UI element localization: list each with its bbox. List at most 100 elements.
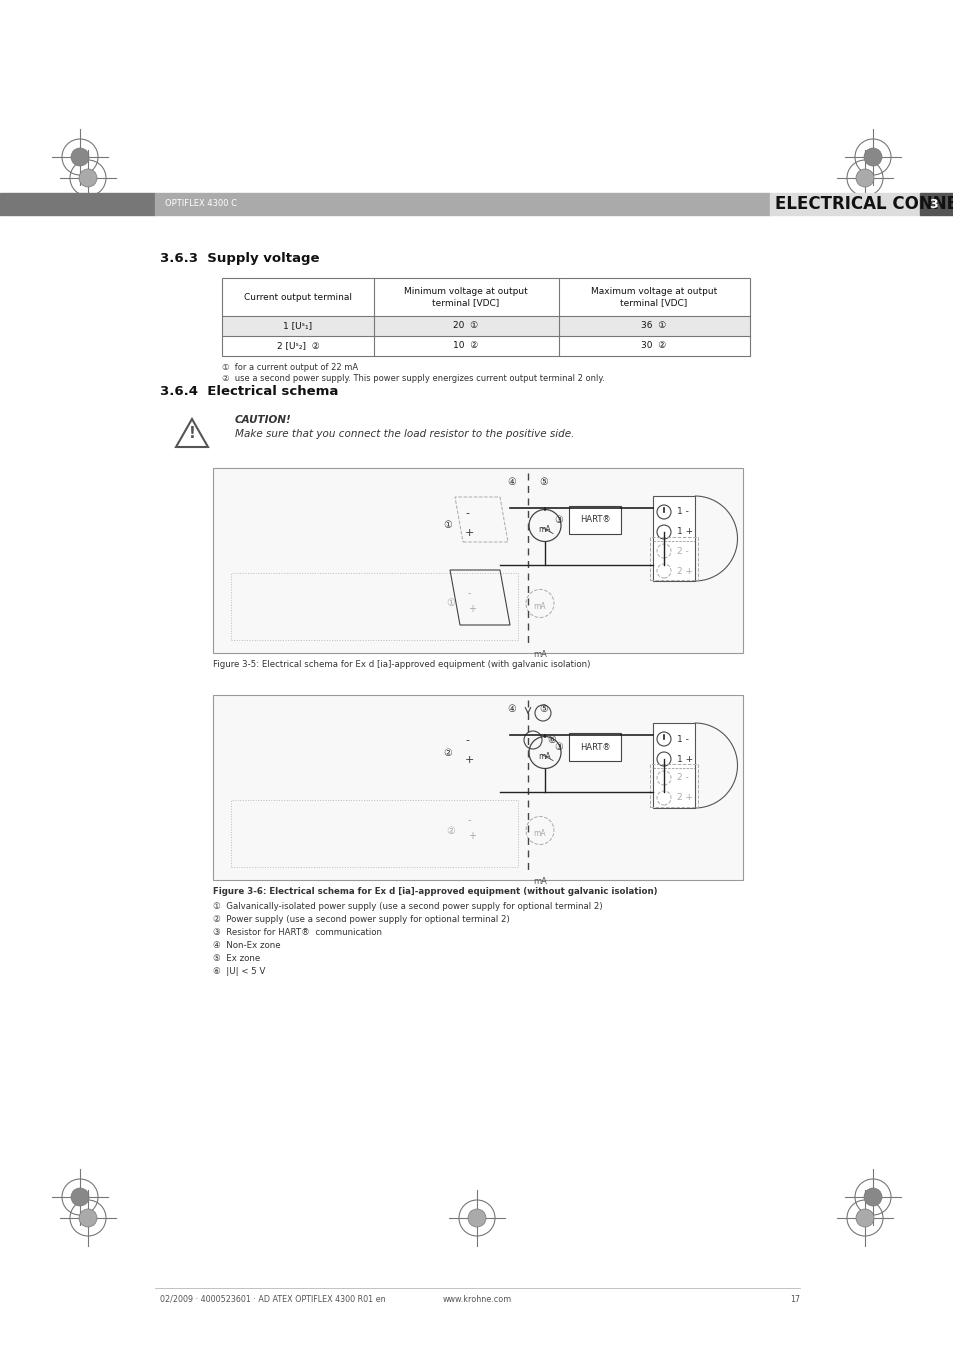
- Text: ②  Power supply (use a second power supply for optional terminal 2): ② Power supply (use a second power suppl…: [213, 915, 509, 923]
- Circle shape: [657, 564, 670, 578]
- Text: ①: ①: [443, 521, 452, 531]
- Text: www.krohne.com: www.krohne.com: [442, 1295, 511, 1304]
- Text: mA: mA: [538, 525, 551, 535]
- Text: Figure 3-6: Electrical schema for Ex d [ia]-approved equipment (without galvanic: Figure 3-6: Electrical schema for Ex d […: [213, 887, 657, 896]
- Text: ④: ④: [507, 477, 516, 487]
- Text: ⑤: ⑤: [539, 477, 548, 487]
- Circle shape: [855, 169, 873, 188]
- Text: HART®: HART®: [579, 743, 610, 752]
- Text: 3.6.3  Supply voltage: 3.6.3 Supply voltage: [160, 252, 319, 265]
- Text: 17: 17: [789, 1295, 800, 1304]
- Text: -: -: [468, 589, 471, 598]
- Text: 10  ②: 10 ②: [453, 342, 478, 351]
- Circle shape: [79, 1210, 97, 1227]
- Text: 2 +: 2 +: [677, 794, 692, 802]
- Text: 2 -: 2 -: [677, 547, 688, 555]
- Text: +: +: [464, 755, 474, 765]
- Circle shape: [657, 525, 670, 539]
- Text: ①: ①: [446, 598, 455, 609]
- Text: +: +: [464, 528, 474, 539]
- Text: CAUTION!: CAUTION!: [234, 414, 292, 425]
- Bar: [568, 506, 620, 535]
- Text: ELECTRICAL CONNECTIONS: ELECTRICAL CONNECTIONS: [774, 194, 953, 213]
- Bar: [231, 801, 517, 867]
- Circle shape: [657, 791, 670, 805]
- Circle shape: [71, 1188, 89, 1206]
- Text: 1 -: 1 -: [677, 734, 688, 744]
- Bar: [231, 572, 517, 640]
- Text: Current output terminal: Current output terminal: [244, 293, 352, 301]
- Text: 3.6.4  Electrical schema: 3.6.4 Electrical schema: [160, 385, 338, 398]
- Bar: [649, 764, 698, 807]
- Bar: [769, 193, 919, 215]
- Circle shape: [657, 505, 670, 518]
- Circle shape: [657, 544, 670, 558]
- Text: ④  Non-Ex zone: ④ Non-Ex zone: [213, 941, 280, 950]
- Circle shape: [657, 752, 670, 765]
- Circle shape: [79, 169, 97, 188]
- Text: mA: mA: [533, 649, 546, 659]
- Circle shape: [657, 732, 670, 747]
- Text: 1 +: 1 +: [677, 755, 693, 764]
- Circle shape: [863, 148, 882, 166]
- Circle shape: [855, 1210, 873, 1227]
- Text: mA: mA: [538, 752, 551, 761]
- Text: 20  ①: 20 ①: [453, 321, 478, 331]
- Text: 30  ②: 30 ②: [640, 342, 666, 351]
- Circle shape: [657, 771, 670, 784]
- Text: ④: ④: [507, 703, 516, 714]
- Text: 36  ①: 36 ①: [640, 321, 666, 331]
- Bar: [0, 193, 154, 215]
- Text: -: -: [464, 734, 469, 745]
- Text: mA: mA: [533, 829, 546, 838]
- Text: 1 +: 1 +: [677, 528, 693, 536]
- Text: ①  for a current output of 22 mA: ① for a current output of 22 mA: [222, 363, 357, 373]
- Text: Figure 3-5: Electrical schema for Ex d [ia]-approved equipment (with galvanic is: Figure 3-5: Electrical schema for Ex d […: [213, 660, 590, 670]
- Bar: [652, 724, 695, 809]
- Text: 2 [Uˢ₂]  ②: 2 [Uˢ₂] ②: [276, 342, 319, 351]
- Bar: [222, 278, 749, 316]
- Bar: [222, 336, 749, 356]
- Text: 02/2009 · 4000523601 · AD ATEX OPTIFLEX 4300 R01 en: 02/2009 · 4000523601 · AD ATEX OPTIFLEX …: [160, 1295, 385, 1304]
- Bar: [919, 193, 953, 215]
- Text: ⑤: ⑤: [539, 703, 548, 714]
- Bar: [568, 733, 620, 761]
- Text: +: +: [468, 603, 476, 614]
- Bar: [652, 495, 695, 580]
- Text: HART®: HART®: [579, 516, 610, 525]
- Bar: [649, 537, 698, 580]
- Bar: [154, 193, 769, 215]
- Text: ③: ③: [554, 514, 563, 525]
- Text: 2 +: 2 +: [677, 567, 692, 575]
- Bar: [213, 468, 742, 653]
- Text: 3: 3: [929, 197, 938, 211]
- Text: Minimum voltage at output
terminal [VDC]: Minimum voltage at output terminal [VDC]: [404, 288, 527, 306]
- Text: -: -: [468, 815, 471, 825]
- Text: -: -: [464, 508, 469, 518]
- Text: ②: ②: [443, 748, 452, 757]
- Text: +: +: [468, 832, 476, 841]
- Circle shape: [863, 1188, 882, 1206]
- Text: mA: mA: [533, 878, 546, 886]
- Text: ⑥: ⑥: [546, 734, 556, 745]
- Text: ③  Resistor for HART®  communication: ③ Resistor for HART® communication: [213, 927, 381, 937]
- Text: ⑥  |U| < 5 V: ⑥ |U| < 5 V: [213, 967, 265, 976]
- Text: Maximum voltage at output
terminal [VDC]: Maximum voltage at output terminal [VDC]: [590, 288, 717, 306]
- Text: mA: mA: [533, 602, 546, 612]
- Text: !: !: [189, 427, 195, 441]
- Bar: [222, 316, 749, 336]
- Circle shape: [468, 1210, 485, 1227]
- Text: ⑤  Ex zone: ⑤ Ex zone: [213, 954, 260, 963]
- Text: 1 [Uˢ₁]: 1 [Uˢ₁]: [283, 321, 313, 331]
- Bar: [213, 695, 742, 880]
- Bar: [222, 278, 749, 356]
- Text: ②  use a second power supply. This power supply energizes current output termina: ② use a second power supply. This power …: [222, 374, 604, 383]
- Text: 1 -: 1 -: [677, 508, 688, 517]
- Text: Make sure that you connect the load resistor to the positive side.: Make sure that you connect the load resi…: [234, 429, 574, 439]
- Text: ①  Galvanically-isolated power supply (use a second power supply for optional te: ① Galvanically-isolated power supply (us…: [213, 902, 602, 911]
- Circle shape: [71, 148, 89, 166]
- Text: ②: ②: [446, 825, 455, 836]
- Text: OPTIFLEX 4300 C: OPTIFLEX 4300 C: [165, 200, 236, 208]
- Text: 2 -: 2 -: [677, 774, 688, 783]
- Text: ③: ③: [554, 743, 563, 752]
